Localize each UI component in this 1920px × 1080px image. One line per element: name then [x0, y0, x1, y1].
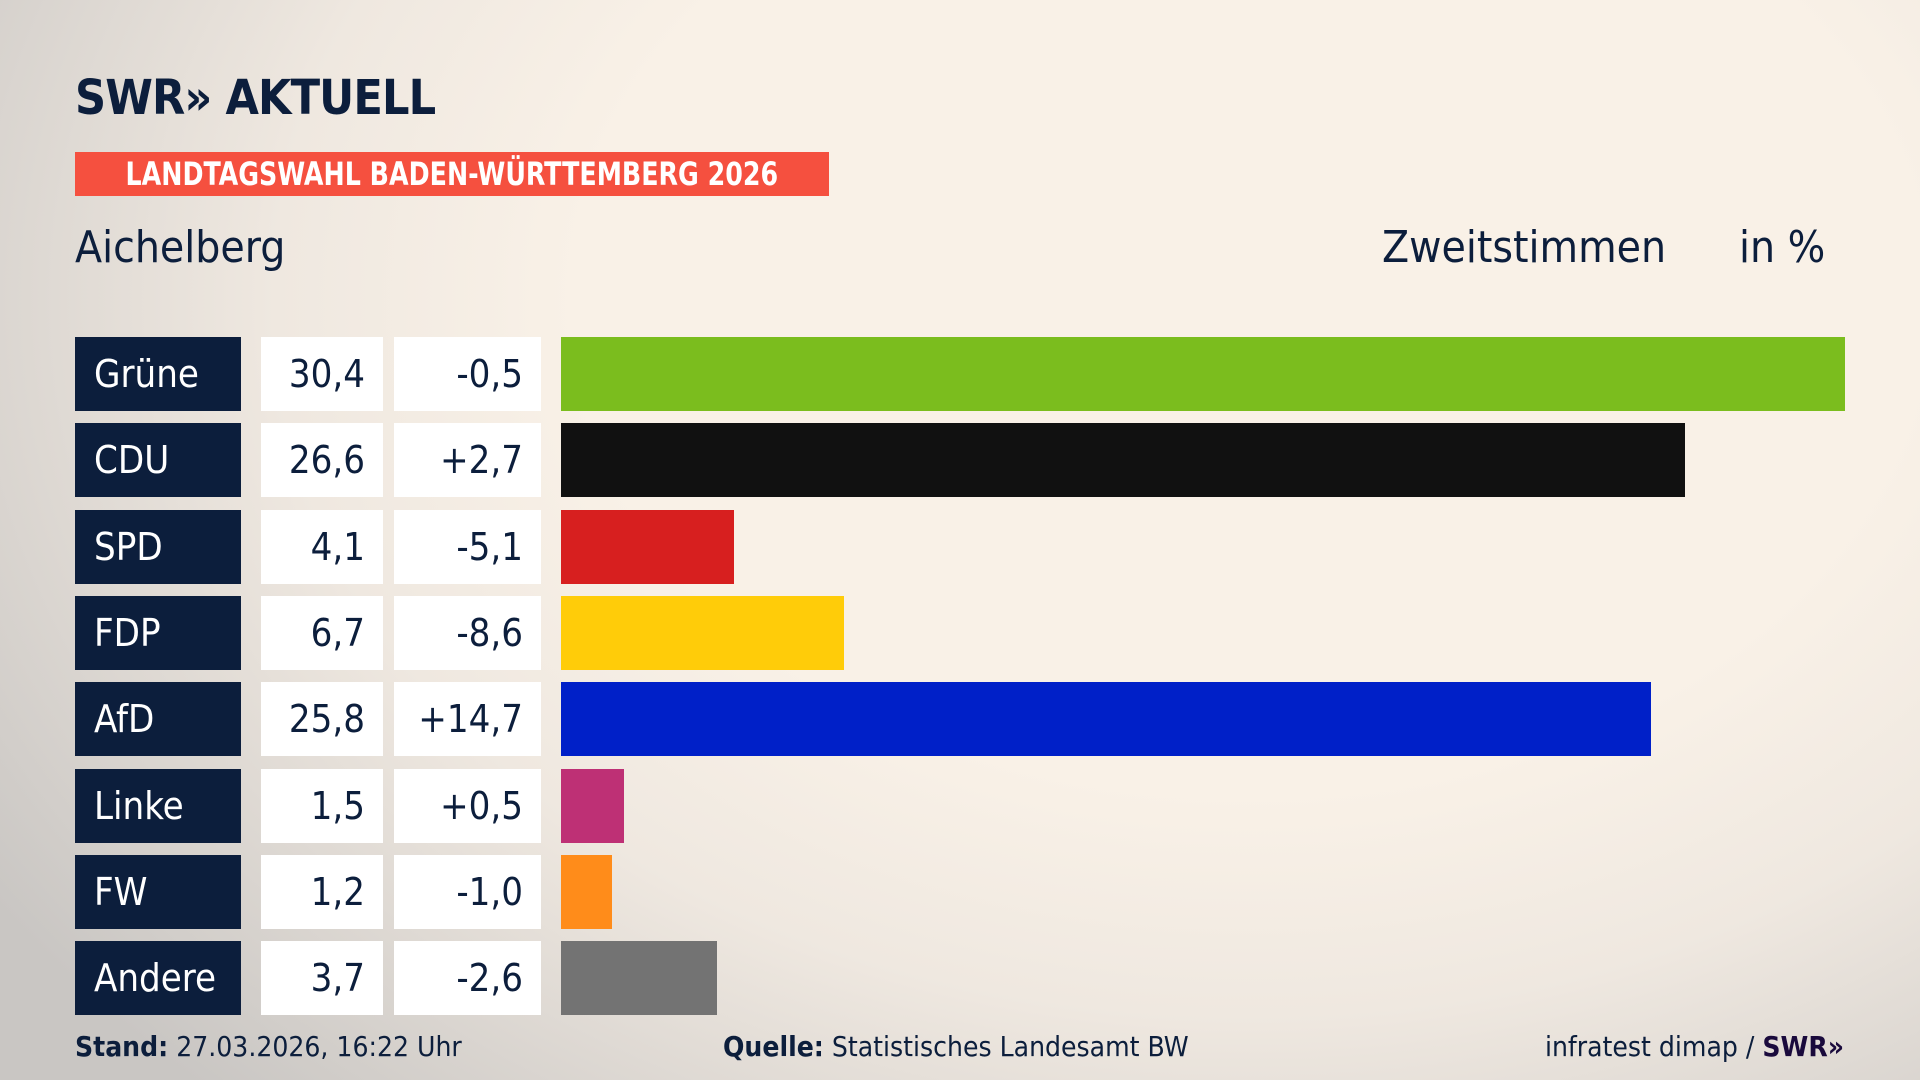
party-label: FDP	[75, 595, 241, 670]
footer-stand: Stand: 27.03.2026, 16:22 Uhr	[75, 1030, 462, 1063]
credit-text: infratest dimap /	[1544, 1030, 1755, 1063]
stand-value: 27.03.2026, 16:22 Uhr	[176, 1030, 462, 1063]
party-label: FW	[75, 854, 241, 929]
bar	[561, 854, 612, 929]
swr-aktuell-logo: SWR» AKTUELL	[75, 70, 436, 126]
election-banner-text: LANDTAGSWAHL BADEN-WÜRTTEMBERG 2026	[125, 155, 779, 193]
change-label: -2,6	[394, 941, 541, 1016]
party-label: CDU	[75, 423, 241, 498]
result-row-4: AfD 25,8 +14,7	[0, 682, 1920, 757]
bar	[561, 423, 1685, 498]
value-label: 1,5	[261, 768, 383, 843]
value-label: 4,1	[261, 509, 383, 584]
bar	[561, 509, 735, 584]
result-row-6: FW 1,2 -1,0	[0, 854, 1920, 929]
party-label: AfD	[75, 682, 241, 757]
party-label: SPD	[75, 509, 241, 584]
party-label: Grüne	[75, 337, 241, 411]
value-label: 6,7	[261, 595, 383, 670]
change-label: -0,5	[394, 337, 541, 411]
party-label: Andere	[75, 941, 241, 1016]
source-value: Statistisches Landesamt BW	[831, 1030, 1189, 1063]
bar	[561, 768, 625, 843]
result-row-2: SPD 4,1 -5,1	[0, 509, 1920, 584]
bar	[561, 682, 1651, 757]
measure-label: Zweitstimmen	[1382, 222, 1667, 273]
election-banner: LANDTAGSWAHL BADEN-WÜRTTEMBERG 2026	[75, 152, 829, 196]
value-label: 3,7	[261, 941, 383, 1016]
bar	[561, 595, 844, 670]
source-label: Quelle:	[723, 1030, 824, 1063]
change-label: +2,7	[394, 423, 541, 498]
change-label: +0,5	[394, 768, 541, 843]
result-row-7: Andere 3,7 -2,6	[0, 941, 1920, 1016]
party-label: Linke	[75, 768, 241, 843]
result-row-5: Linke 1,5 +0,5	[0, 768, 1920, 843]
bar	[561, 337, 1845, 411]
value-label: 25,8	[261, 682, 383, 757]
change-label: -1,0	[394, 854, 541, 929]
unit-label: in %	[1739, 222, 1826, 273]
result-row-3: FDP 6,7 -8,6	[0, 595, 1920, 670]
value-label: 26,6	[261, 423, 383, 498]
change-label: +14,7	[394, 682, 541, 757]
change-label: -8,6	[394, 595, 541, 670]
change-label: -5,1	[394, 509, 541, 584]
result-row-1: CDU 26,6 +2,7	[0, 423, 1920, 498]
result-row-0: Grüne 30,4 -0,5	[0, 337, 1920, 411]
stand-label: Stand:	[75, 1030, 169, 1063]
bar	[561, 941, 718, 1016]
swr-logo-small: SWR»	[1762, 1030, 1844, 1063]
footer-credit: infratest dimap / SWR»	[1545, 1030, 1844, 1063]
value-label: 1,2	[261, 854, 383, 929]
region-title: Aichelberg	[75, 222, 286, 273]
footer-source: Quelle: Statistisches Landesamt BW	[723, 1030, 1189, 1063]
value-label: 30,4	[261, 337, 383, 411]
